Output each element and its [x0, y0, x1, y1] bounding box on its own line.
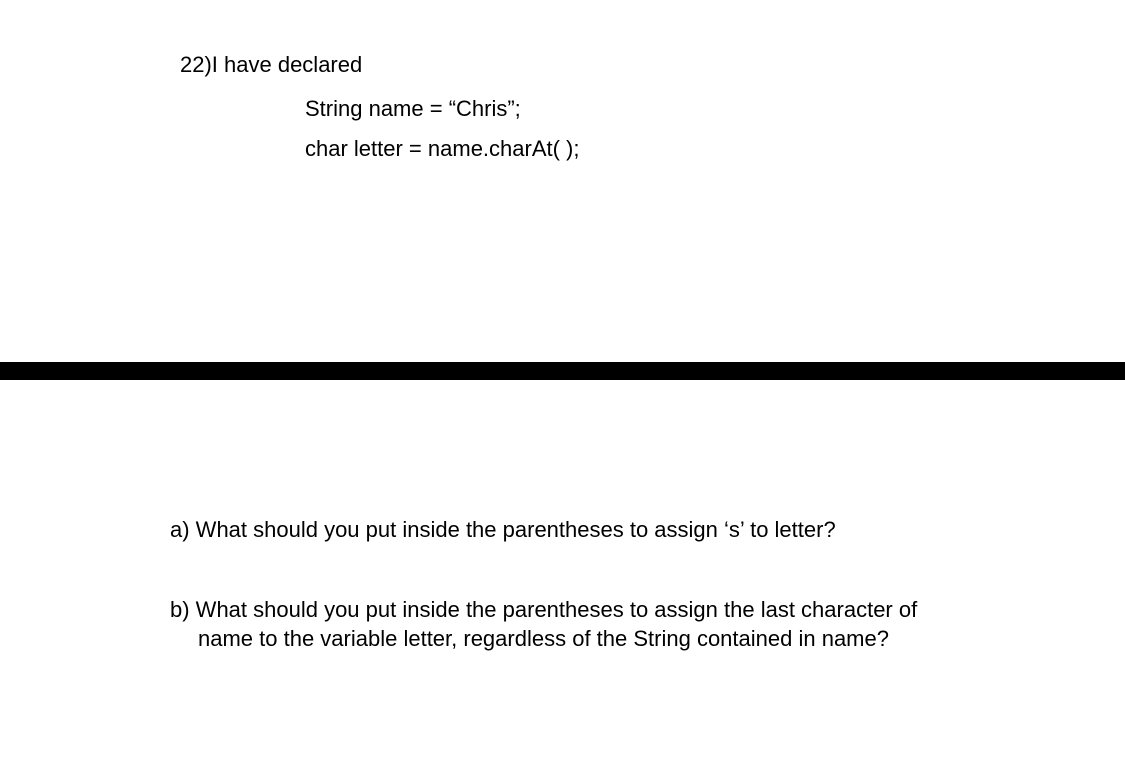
code-line-1: String name = “Chris”; [305, 96, 960, 122]
page-bottom: a) What should you put inside the parent… [0, 380, 1125, 768]
page-top: 22)I have declared String name = “Chris”… [0, 0, 1125, 362]
subquestion-b: b) What should you put inside the parent… [170, 595, 960, 654]
code-line-2: char letter = name.charAt( ); [305, 136, 960, 162]
question-prompt: 22)I have declared [180, 52, 960, 78]
subquestion-a: a) What should you put inside the parent… [170, 515, 960, 545]
